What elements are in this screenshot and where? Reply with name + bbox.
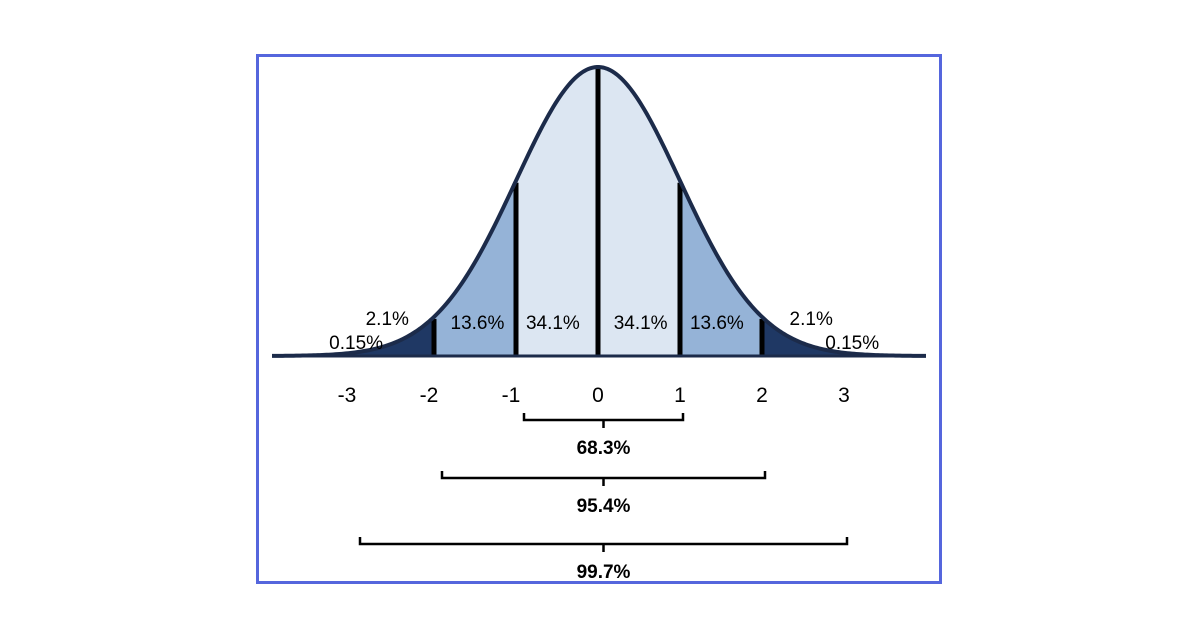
x-tick-label: -3 xyxy=(338,384,357,407)
x-tick-labels: -3 -2 -1 0 1 2 3 xyxy=(338,384,850,407)
x-tick-label: 1 xyxy=(674,384,686,407)
region-percent-label: 13.6% xyxy=(451,313,505,334)
region-percent-label: 2.1% xyxy=(790,309,833,330)
bracket-label: 95.4% xyxy=(577,496,631,517)
region-percent-labels: 0.15% 2.1% 13.6% 34.1% 34.1% 13.6% 2.1% 0.15% xyxy=(329,309,879,354)
region-percent-label: 0.15% xyxy=(825,333,879,354)
range-brackets: 68.3% 95.4% 99.7% xyxy=(358,413,849,583)
range-bracket: 99.7% xyxy=(358,537,849,583)
region-tail-left xyxy=(272,316,434,356)
region-percent-label: 2.1% xyxy=(366,309,409,330)
region-tail-right xyxy=(762,316,926,356)
region-percent-label: 34.1% xyxy=(614,313,668,334)
range-bracket: 95.4% xyxy=(440,471,767,517)
bell-curve-outline xyxy=(271,65,927,358)
bracket-line xyxy=(440,471,767,480)
x-tick-label: 0 xyxy=(592,384,604,407)
x-tick-label: 2 xyxy=(756,384,768,407)
bracket-line xyxy=(358,537,849,546)
chart-frame xyxy=(256,54,942,584)
bracket-label: 68.3% xyxy=(577,438,631,459)
region-percent-label: 34.1% xyxy=(526,313,580,334)
bracket-label: 99.7% xyxy=(577,562,631,583)
region-percent-label: 0.15% xyxy=(329,333,383,354)
range-bracket: 68.3% xyxy=(522,413,685,459)
bracket-line xyxy=(522,413,685,422)
region-percent-label: 13.6% xyxy=(690,313,744,334)
x-tick-label: -2 xyxy=(420,384,439,407)
x-tick-label: 3 xyxy=(838,384,850,407)
x-tick-label: -1 xyxy=(502,384,521,407)
sigma-dividers xyxy=(431,69,765,356)
